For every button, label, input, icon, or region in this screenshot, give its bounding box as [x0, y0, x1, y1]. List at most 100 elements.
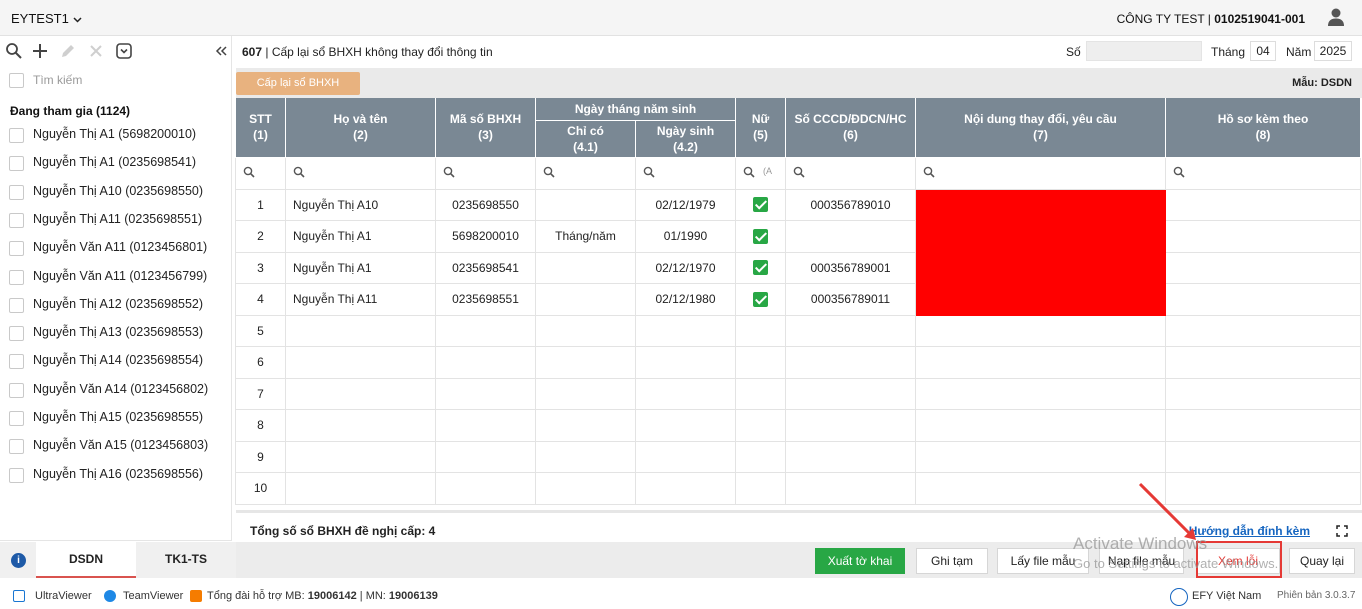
checkbox-checked-icon[interactable] — [753, 197, 768, 213]
cell-content[interactable] — [915, 283, 1166, 316]
cell-stt[interactable]: 10 — [235, 472, 286, 505]
cell-dob-only[interactable] — [535, 283, 636, 316]
cell-bhxh[interactable]: 0235698550 — [435, 188, 536, 221]
table-row[interactable]: 10 — [235, 472, 1361, 505]
app-selector[interactable]: EYTEST1 — [11, 11, 82, 26]
cell-bhxh[interactable] — [435, 472, 536, 505]
cell-female[interactable] — [735, 440, 786, 473]
cell-content[interactable] — [915, 346, 1166, 379]
list-item-checkbox[interactable] — [9, 297, 24, 313]
filter-cell-dob-only[interactable] — [535, 156, 636, 190]
ultraviewer-link[interactable]: UltraViewer — [35, 590, 92, 602]
cell-female[interactable] — [735, 377, 786, 410]
list-item[interactable]: Nguyễn Văn A11 (0123456801) — [0, 234, 230, 262]
cell-cccd[interactable]: 000356789001 — [785, 251, 916, 284]
cell-dob-only[interactable] — [535, 346, 636, 379]
user-icon[interactable] — [1326, 7, 1346, 27]
list-item[interactable]: Nguyễn Thị A11 (0235698551) — [0, 206, 230, 234]
cell-stt[interactable]: 9 — [235, 440, 286, 473]
cell-female[interactable] — [735, 314, 786, 347]
cell-attach[interactable] — [1165, 346, 1361, 379]
cell-female[interactable] — [735, 188, 786, 221]
cell-attach[interactable] — [1165, 409, 1361, 442]
tab-dsdn[interactable]: DSDN — [36, 542, 136, 578]
cell-dob[interactable] — [635, 472, 736, 505]
cell-bhxh[interactable] — [435, 346, 536, 379]
cell-name[interactable] — [285, 377, 436, 410]
list-item[interactable]: Nguyễn Văn A15 (0123456803) — [0, 432, 230, 460]
list-item-checkbox[interactable] — [9, 241, 24, 257]
list-item[interactable]: Nguyễn Thị A13 (0235698553) — [0, 319, 230, 347]
cell-content[interactable] — [915, 220, 1166, 253]
cell-dob[interactable]: 02/12/1980 — [635, 283, 736, 316]
cell-cccd[interactable]: 000356789011 — [785, 283, 916, 316]
filter-cell-name[interactable] — [285, 156, 436, 190]
filter-cell-stt[interactable] — [235, 156, 286, 190]
table-row[interactable]: 6 — [235, 346, 1361, 379]
cell-attach[interactable] — [1165, 220, 1361, 253]
cell-attach[interactable] — [1165, 472, 1361, 505]
list-item-checkbox[interactable] — [9, 382, 24, 398]
cell-name[interactable] — [285, 346, 436, 379]
filter-cell-attach[interactable] — [1165, 156, 1361, 190]
table-row[interactable]: 4 Nguyễn Thị A11 0235698551 02/12/1980 00035… — [235, 283, 1361, 316]
list-item[interactable]: Nguyễn Thị A1 (5698200010) — [0, 121, 230, 149]
get-template-button[interactable]: Lấy file mẫu — [997, 548, 1089, 574]
teamviewer-link[interactable]: TeamViewer — [123, 590, 184, 602]
cell-attach[interactable] — [1165, 377, 1361, 410]
cell-dob[interactable] — [635, 409, 736, 442]
list-item-checkbox[interactable] — [9, 467, 24, 483]
cell-content[interactable] — [915, 409, 1166, 442]
tab-tk1-ts[interactable]: TK1-TS — [165, 552, 207, 566]
filter-cell-bhxh[interactable] — [435, 156, 536, 190]
list-item-checkbox[interactable] — [9, 439, 24, 455]
cell-cccd[interactable] — [785, 377, 916, 410]
cell-name[interactable]: Nguyễn Thị A1 — [285, 251, 436, 284]
cell-dob-only[interactable] — [535, 440, 636, 473]
list-item-checkbox[interactable] — [9, 269, 24, 285]
dropdown-box-icon[interactable] — [115, 42, 133, 60]
cell-cccd[interactable] — [785, 314, 916, 347]
cell-dob-only[interactable] — [535, 251, 636, 284]
cell-attach[interactable] — [1165, 440, 1361, 473]
table-row[interactable]: 9 — [235, 440, 1361, 473]
table-row[interactable]: 5 — [235, 314, 1361, 347]
thang-input[interactable]: 04 — [1250, 41, 1276, 61]
cell-female[interactable] — [735, 251, 786, 284]
cell-stt[interactable]: 4 — [235, 283, 286, 316]
table-row[interactable]: 8 — [235, 409, 1361, 442]
edit-icon[interactable] — [59, 42, 77, 60]
cell-dob-only[interactable]: Tháng/năm — [535, 220, 636, 253]
cell-name[interactable] — [285, 409, 436, 442]
view-errors-button[interactable]: Xem lỗi — [1196, 548, 1280, 574]
cell-dob[interactable]: 02/12/1979 — [635, 188, 736, 221]
cell-dob[interactable] — [635, 440, 736, 473]
list-item[interactable]: Nguyễn Thị A12 (0235698552) — [0, 291, 230, 319]
cell-cccd[interactable] — [785, 220, 916, 253]
cell-bhxh[interactable]: 0235698551 — [435, 283, 536, 316]
checkbox-checked-icon[interactable] — [753, 291, 768, 307]
cell-cccd[interactable] — [785, 440, 916, 473]
cell-dob-only[interactable] — [535, 472, 636, 505]
cell-name[interactable] — [285, 440, 436, 473]
cell-stt[interactable]: 7 — [235, 377, 286, 410]
list-item[interactable]: Nguyễn Thị A16 (0235698556) — [0, 461, 230, 489]
filter-cell-content[interactable] — [915, 156, 1166, 190]
cell-dob-only[interactable] — [535, 377, 636, 410]
cell-cccd[interactable] — [785, 472, 916, 505]
collapse-panel-icon[interactable] — [214, 42, 232, 60]
list-item[interactable]: Nguyễn Văn A14 (0123456802) — [0, 376, 230, 404]
cell-bhxh[interactable] — [435, 377, 536, 410]
cell-content[interactable] — [915, 472, 1166, 505]
cell-attach[interactable] — [1165, 251, 1361, 284]
table-row[interactable]: 2 Nguyễn Thị A1 5698200010 Tháng/năm 01/1990 — [235, 220, 1361, 253]
delete-icon[interactable] — [87, 42, 105, 60]
cell-cccd[interactable]: 000356789010 — [785, 188, 916, 221]
fullscreen-icon[interactable] — [1336, 525, 1348, 537]
list-item[interactable]: Nguyễn Thị A15 (0235698555) — [0, 404, 230, 432]
filter-cell-dob[interactable] — [635, 156, 736, 190]
cell-bhxh[interactable]: 0235698541 — [435, 251, 536, 284]
list-item[interactable]: Nguyễn Thị A14 (0235698554) — [0, 347, 230, 375]
cell-female[interactable] — [735, 472, 786, 505]
list-item[interactable]: Nguyễn Thị A10 (0235698550) — [0, 178, 230, 206]
